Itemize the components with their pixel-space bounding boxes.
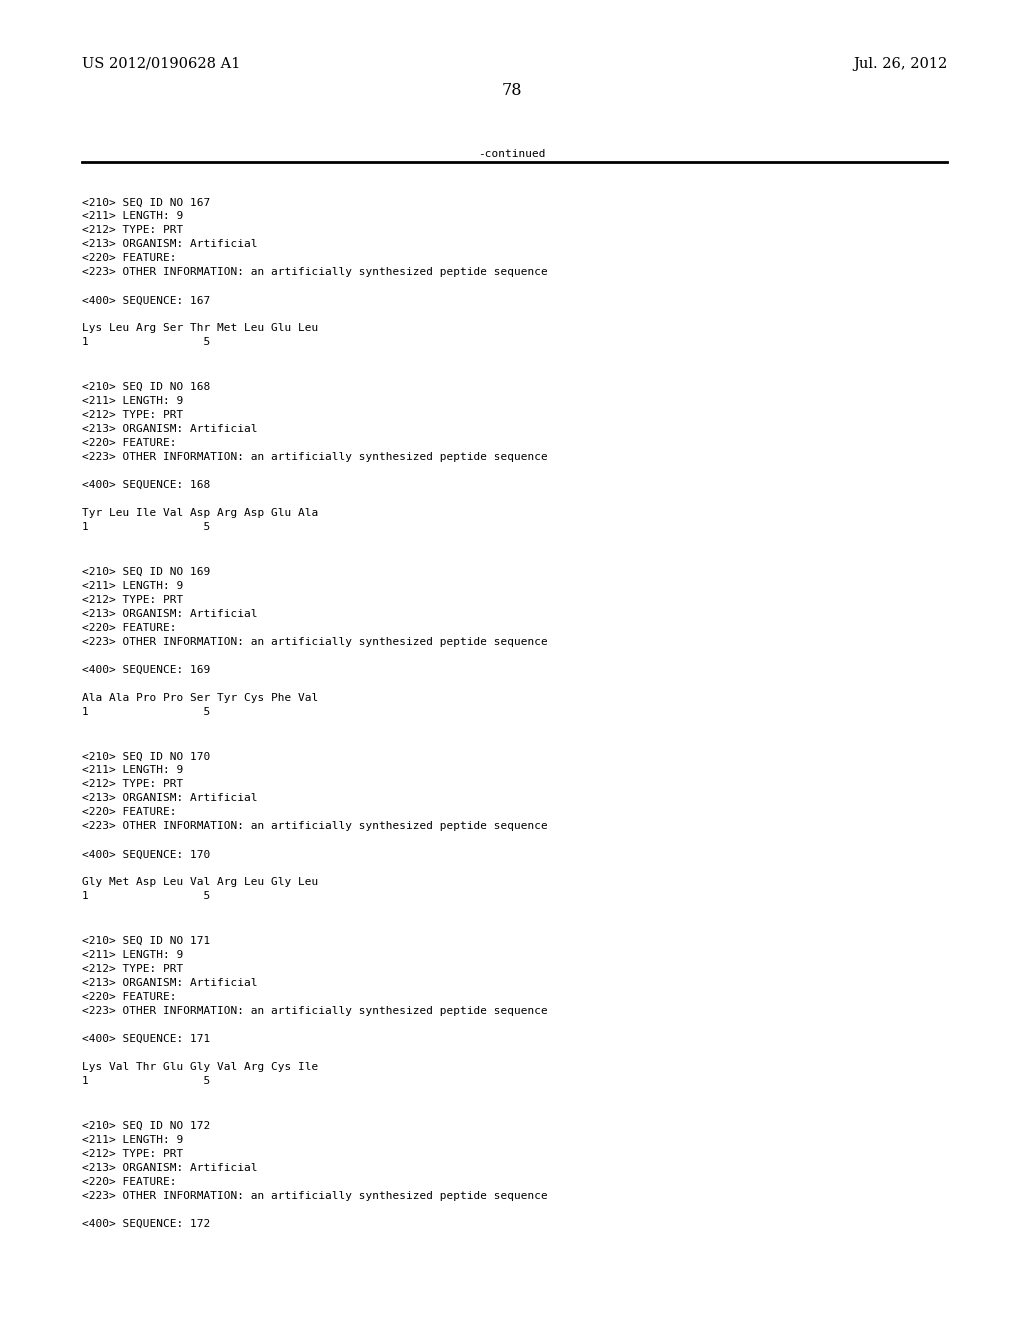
Text: <213> ORGANISM: Artificial: <213> ORGANISM: Artificial [82,239,257,249]
Text: <213> ORGANISM: Artificial: <213> ORGANISM: Artificial [82,424,257,434]
Text: <211> LENGTH: 9: <211> LENGTH: 9 [82,766,183,775]
Text: <211> LENGTH: 9: <211> LENGTH: 9 [82,396,183,407]
Text: <210> SEQ ID NO 172: <210> SEQ ID NO 172 [82,1121,210,1131]
Text: <220> FEATURE:: <220> FEATURE: [82,993,176,1002]
Text: <400> SEQUENCE: 168: <400> SEQUENCE: 168 [82,480,210,490]
Text: <220> FEATURE:: <220> FEATURE: [82,253,176,263]
Text: <223> OTHER INFORMATION: an artificially synthesized peptide sequence: <223> OTHER INFORMATION: an artificially… [82,1006,548,1016]
Text: <220> FEATURE:: <220> FEATURE: [82,438,176,447]
Text: 1                 5: 1 5 [82,1076,210,1086]
Text: <223> OTHER INFORMATION: an artificially synthesized peptide sequence: <223> OTHER INFORMATION: an artificially… [82,1191,548,1201]
Text: <400> SEQUENCE: 170: <400> SEQUENCE: 170 [82,849,210,859]
Text: <211> LENGTH: 9: <211> LENGTH: 9 [82,950,183,960]
Text: <223> OTHER INFORMATION: an artificially synthesized peptide sequence: <223> OTHER INFORMATION: an artificially… [82,268,548,277]
Text: US 2012/0190628 A1: US 2012/0190628 A1 [82,57,241,71]
Text: <211> LENGTH: 9: <211> LENGTH: 9 [82,581,183,591]
Text: Lys Val Thr Glu Gly Val Arg Cys Ile: Lys Val Thr Glu Gly Val Arg Cys Ile [82,1063,318,1072]
Text: <213> ORGANISM: Artificial: <213> ORGANISM: Artificial [82,609,257,619]
Text: <400> SEQUENCE: 172: <400> SEQUENCE: 172 [82,1218,210,1229]
Text: Gly Met Asp Leu Val Arg Leu Gly Leu: Gly Met Asp Leu Val Arg Leu Gly Leu [82,878,318,887]
Text: <212> TYPE: PRT: <212> TYPE: PRT [82,964,183,974]
Text: <213> ORGANISM: Artificial: <213> ORGANISM: Artificial [82,793,257,804]
Text: <213> ORGANISM: Artificial: <213> ORGANISM: Artificial [82,1163,257,1172]
Text: <210> SEQ ID NO 167: <210> SEQ ID NO 167 [82,197,210,207]
Text: <210> SEQ ID NO 171: <210> SEQ ID NO 171 [82,936,210,946]
Text: <211> LENGTH: 9: <211> LENGTH: 9 [82,211,183,222]
Text: Jul. 26, 2012: Jul. 26, 2012 [853,57,947,71]
Text: <212> TYPE: PRT: <212> TYPE: PRT [82,779,183,789]
Text: <210> SEQ ID NO 170: <210> SEQ ID NO 170 [82,751,210,762]
Text: <210> SEQ ID NO 169: <210> SEQ ID NO 169 [82,566,210,577]
Text: <211> LENGTH: 9: <211> LENGTH: 9 [82,1135,183,1144]
Text: 1                 5: 1 5 [82,521,210,532]
Text: <210> SEQ ID NO 168: <210> SEQ ID NO 168 [82,381,210,392]
Text: <212> TYPE: PRT: <212> TYPE: PRT [82,411,183,420]
Text: <212> TYPE: PRT: <212> TYPE: PRT [82,595,183,605]
Text: <400> SEQUENCE: 169: <400> SEQUENCE: 169 [82,665,210,675]
Text: 1                 5: 1 5 [82,706,210,717]
Text: <220> FEATURE:: <220> FEATURE: [82,623,176,632]
Text: 78: 78 [502,82,522,99]
Text: <220> FEATURE:: <220> FEATURE: [82,1177,176,1187]
Text: Lys Leu Arg Ser Thr Met Leu Glu Leu: Lys Leu Arg Ser Thr Met Leu Glu Leu [82,323,318,333]
Text: Ala Ala Pro Pro Ser Tyr Cys Phe Val: Ala Ala Pro Pro Ser Tyr Cys Phe Val [82,693,318,702]
Text: <223> OTHER INFORMATION: an artificially synthesized peptide sequence: <223> OTHER INFORMATION: an artificially… [82,821,548,832]
Text: <212> TYPE: PRT: <212> TYPE: PRT [82,1148,183,1159]
Text: <400> SEQUENCE: 167: <400> SEQUENCE: 167 [82,296,210,305]
Text: 1                 5: 1 5 [82,338,210,347]
Text: 1                 5: 1 5 [82,891,210,902]
Text: -continued: -continued [478,149,546,160]
Text: <213> ORGANISM: Artificial: <213> ORGANISM: Artificial [82,978,257,989]
Text: <400> SEQUENCE: 171: <400> SEQUENCE: 171 [82,1034,210,1044]
Text: <223> OTHER INFORMATION: an artificially synthesized peptide sequence: <223> OTHER INFORMATION: an artificially… [82,636,548,647]
Text: Tyr Leu Ile Val Asp Arg Asp Glu Ala: Tyr Leu Ile Val Asp Arg Asp Glu Ala [82,508,318,517]
Text: <212> TYPE: PRT: <212> TYPE: PRT [82,226,183,235]
Text: <220> FEATURE:: <220> FEATURE: [82,808,176,817]
Text: <223> OTHER INFORMATION: an artificially synthesized peptide sequence: <223> OTHER INFORMATION: an artificially… [82,451,548,462]
